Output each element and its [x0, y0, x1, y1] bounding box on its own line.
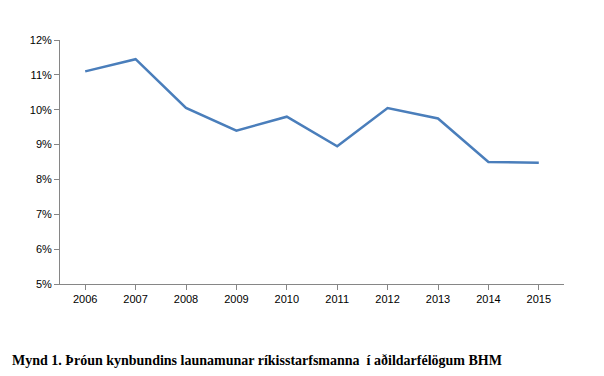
- svg-text:8%: 8%: [36, 173, 52, 185]
- svg-text:2008: 2008: [174, 293, 198, 305]
- svg-text:2012: 2012: [375, 293, 399, 305]
- svg-text:2011: 2011: [325, 293, 349, 305]
- svg-text:6%: 6%: [36, 243, 52, 255]
- svg-text:9%: 9%: [36, 138, 52, 150]
- svg-text:2013: 2013: [426, 293, 450, 305]
- svg-text:Mynd 1. Þróun kynbundins launa: Mynd 1. Þróun kynbundins launamunar ríki…: [12, 353, 502, 368]
- svg-text:2007: 2007: [123, 293, 147, 305]
- svg-text:2010: 2010: [275, 293, 299, 305]
- svg-text:5%: 5%: [36, 278, 52, 290]
- svg-text:12%: 12%: [30, 34, 52, 46]
- svg-text:2015: 2015: [527, 293, 551, 305]
- svg-text:2009: 2009: [224, 293, 248, 305]
- svg-text:7%: 7%: [36, 208, 52, 220]
- svg-text:11%: 11%: [31, 69, 52, 81]
- svg-text:2014: 2014: [476, 293, 500, 305]
- svg-text:10%: 10%: [30, 104, 52, 116]
- svg-text:2006: 2006: [73, 293, 97, 305]
